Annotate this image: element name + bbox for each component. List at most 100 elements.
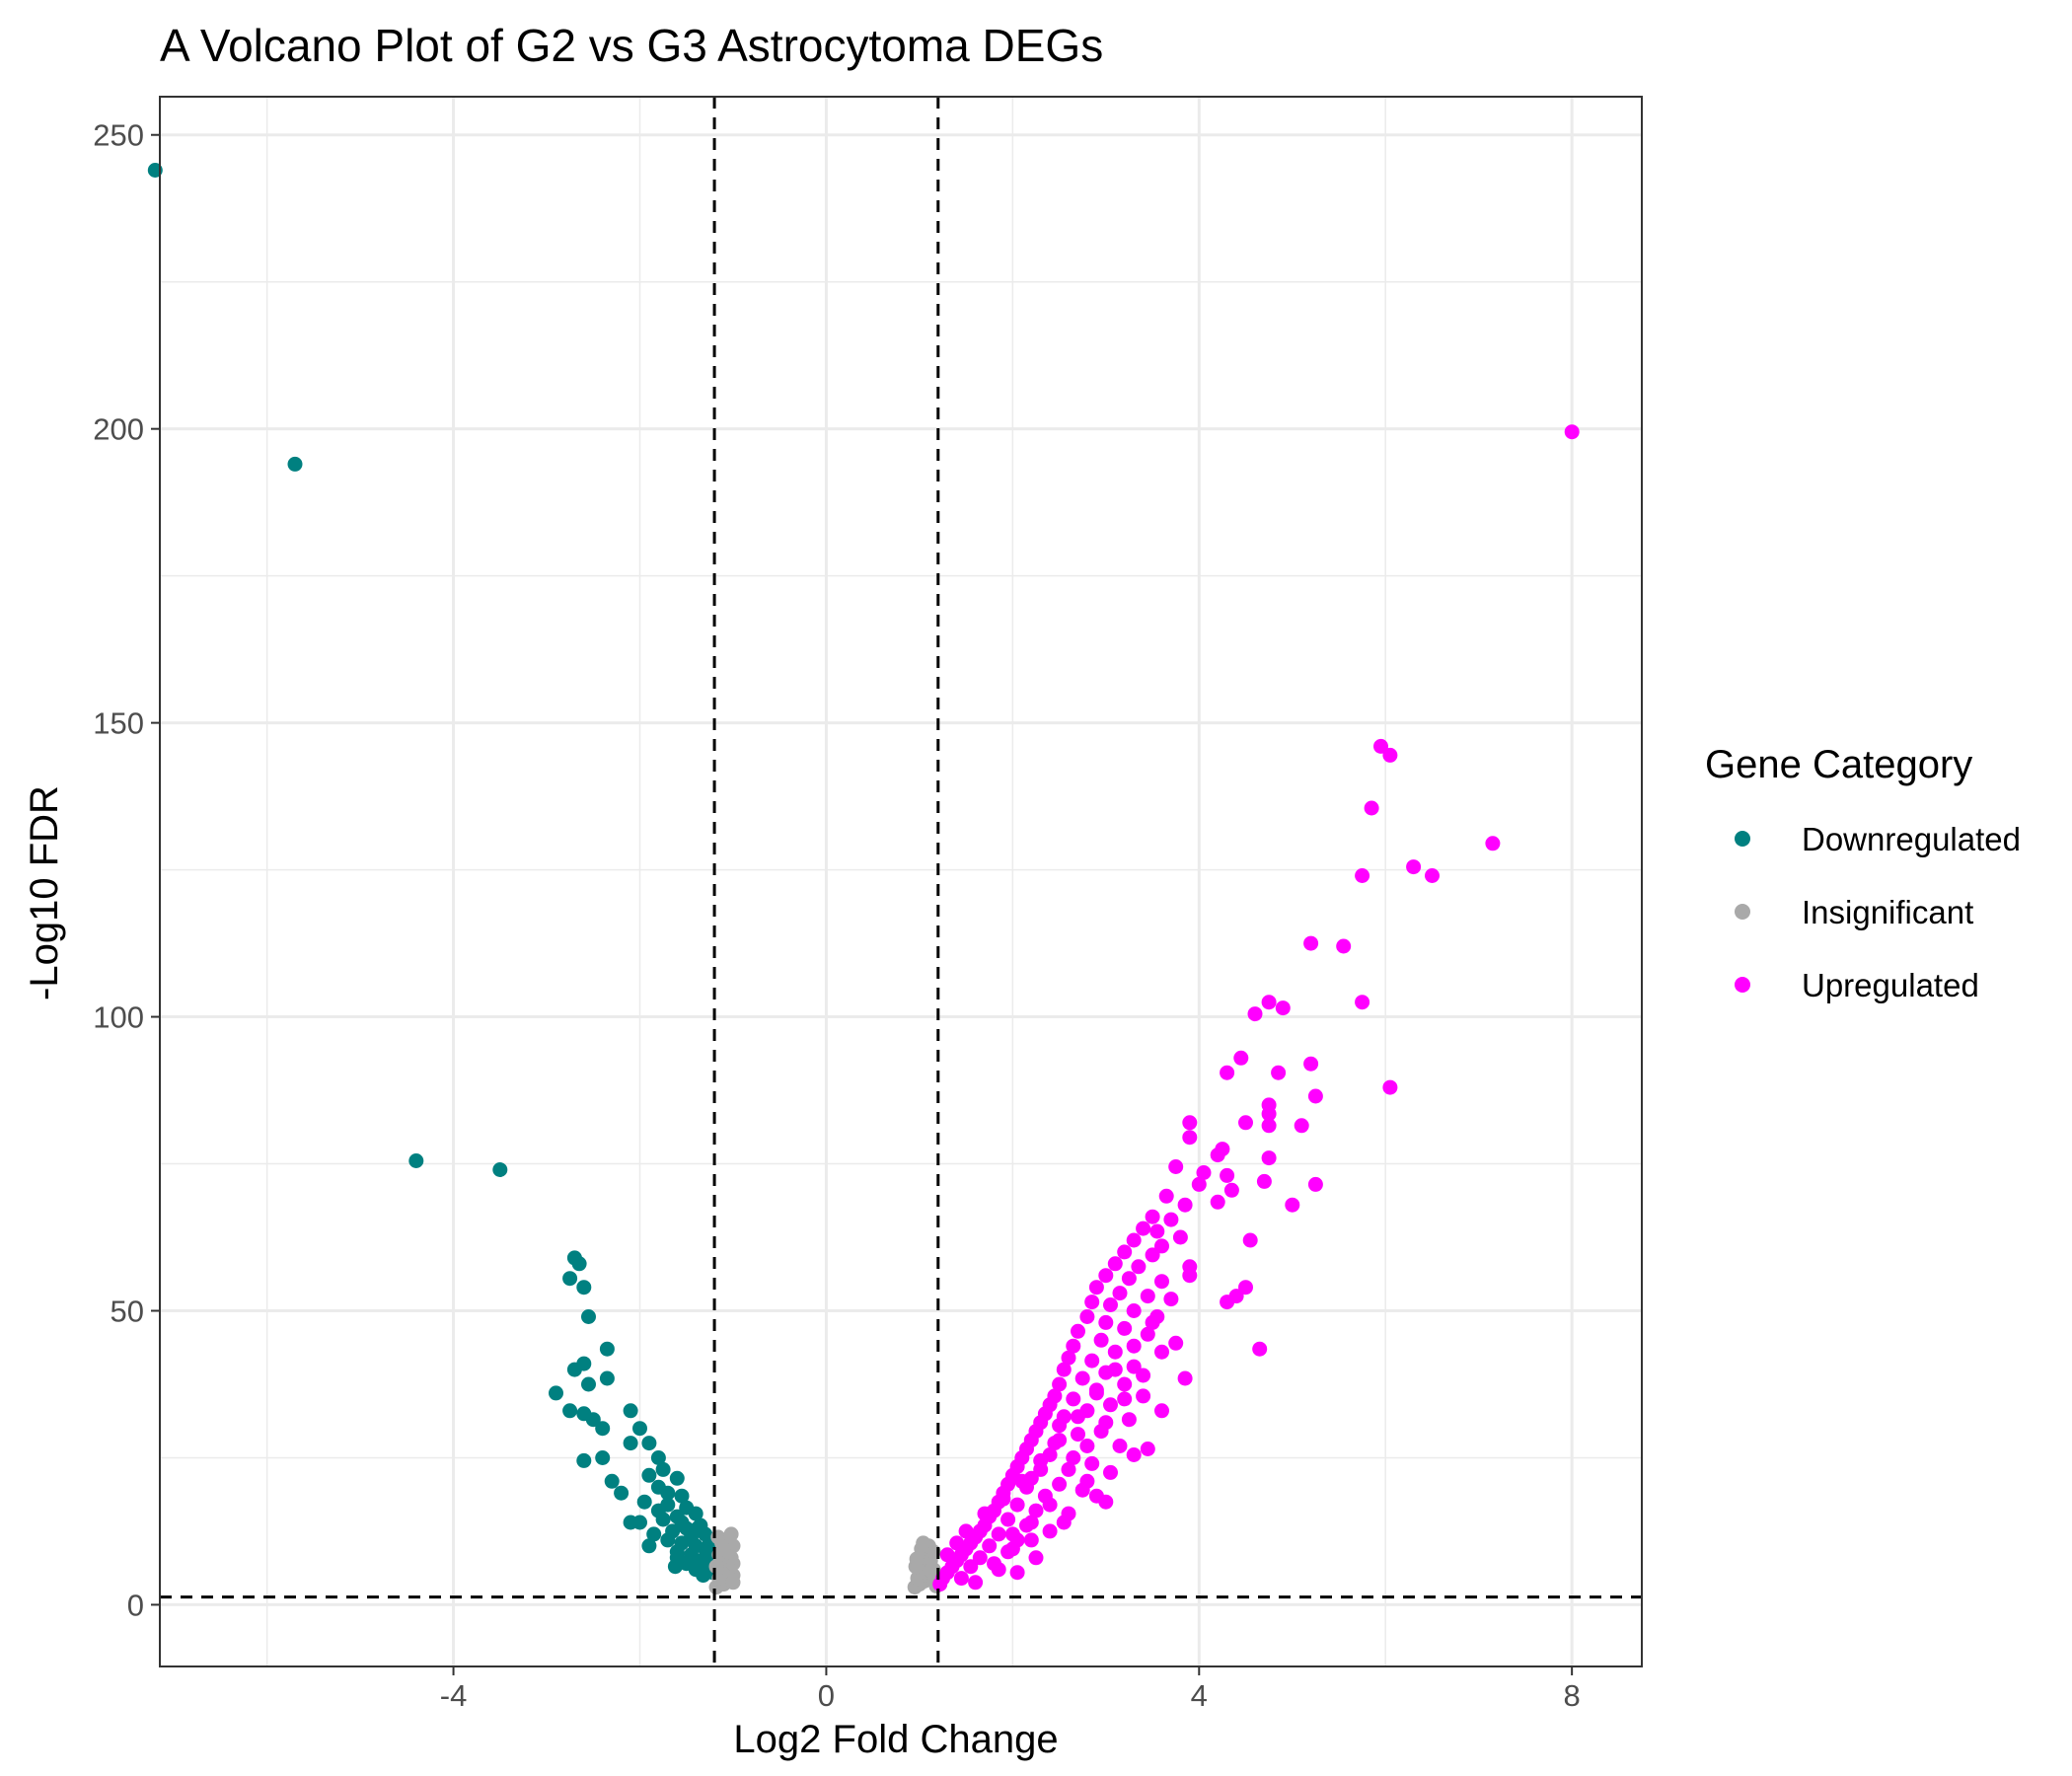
point-upregulated: [1052, 1376, 1068, 1392]
point-upregulated: [1168, 1335, 1184, 1351]
point-upregulated: [1126, 1303, 1142, 1318]
point-upregulated: [1028, 1503, 1044, 1518]
point-insignificant: [909, 1551, 925, 1567]
point-downregulated: [674, 1488, 690, 1504]
point-upregulated: [1177, 1370, 1193, 1386]
point-upregulated: [1088, 1385, 1104, 1401]
point-upregulated: [1084, 1295, 1100, 1310]
point-upregulated: [1182, 1130, 1198, 1146]
point-upregulated: [1168, 1159, 1184, 1174]
point-downregulated: [669, 1470, 685, 1486]
point-upregulated: [1382, 747, 1398, 763]
point-upregulated: [1112, 1286, 1128, 1301]
point-downregulated: [650, 1450, 666, 1465]
point-upregulated: [1172, 1229, 1188, 1245]
point-downregulated: [595, 1450, 611, 1465]
point-upregulated: [1145, 1209, 1160, 1224]
point-downregulated: [623, 1403, 638, 1419]
point-downregulated: [660, 1485, 676, 1501]
point-upregulated: [1182, 1268, 1198, 1284]
point-upregulated: [1071, 1323, 1085, 1339]
point-upregulated: [1000, 1512, 1016, 1527]
grid-major: [160, 97, 1642, 1666]
point-downregulated: [641, 1467, 657, 1483]
point-upregulated: [1145, 1247, 1160, 1263]
point-upregulated: [1121, 1412, 1137, 1428]
point-upregulated: [1336, 938, 1352, 954]
x-tick-label: 8: [1564, 1678, 1581, 1713]
point-upregulated: [1355, 995, 1370, 1010]
grid-minor: [160, 97, 1642, 1666]
point-upregulated: [1355, 868, 1370, 883]
point-insignificant: [708, 1559, 724, 1575]
point-upregulated: [1074, 1370, 1090, 1386]
point-upregulated: [1112, 1439, 1128, 1453]
point-upregulated: [1042, 1497, 1058, 1513]
legend-title: Gene Category: [1705, 743, 1972, 786]
point-upregulated: [1117, 1376, 1133, 1392]
point-upregulated: [1163, 1292, 1179, 1307]
point-upregulated: [1004, 1541, 1020, 1557]
point-downregulated: [576, 1280, 592, 1295]
point-upregulated: [1158, 1188, 1174, 1204]
point-upregulated: [1238, 1280, 1253, 1295]
point-upregulated: [1136, 1368, 1151, 1383]
y-tick-label: 100: [93, 1000, 144, 1035]
point-downregulated: [562, 1403, 578, 1419]
point-upregulated: [1261, 1118, 1277, 1134]
point-upregulated: [1126, 1232, 1142, 1248]
x-tick-label: 0: [818, 1678, 835, 1713]
point-upregulated: [1196, 1165, 1212, 1180]
point-upregulated: [1084, 1353, 1100, 1369]
legend-key-upregulated: [1735, 977, 1750, 993]
point-upregulated: [1406, 859, 1422, 875]
point-upregulated: [1303, 935, 1319, 951]
point-upregulated: [1145, 1314, 1160, 1330]
point-upregulated: [1061, 1461, 1076, 1477]
point-upregulated: [932, 1577, 948, 1592]
point-downregulated: [408, 1153, 424, 1168]
chart-title: A Volcano Plot of G2 vs G3 Astrocytoma D…: [160, 20, 1103, 71]
point-downregulated: [646, 1526, 662, 1542]
point-upregulated: [1084, 1455, 1100, 1471]
data-points: [147, 163, 1580, 1595]
point-upregulated: [949, 1535, 965, 1551]
point-upregulated: [1098, 1314, 1114, 1330]
point-upregulated: [1163, 1212, 1179, 1227]
point-upregulated: [1121, 1271, 1137, 1287]
point-downregulated: [688, 1506, 703, 1521]
point-upregulated: [963, 1559, 979, 1575]
legend-key-insignificant: [1735, 904, 1750, 920]
legend-item-downregulated: Downregulated: [1735, 821, 2021, 857]
point-downregulated: [549, 1385, 563, 1401]
point-upregulated: [1056, 1515, 1072, 1530]
point-downregulated: [641, 1436, 657, 1451]
point-upregulated: [1220, 1167, 1235, 1183]
point-upregulated: [1210, 1194, 1225, 1210]
point-upregulated: [958, 1523, 974, 1539]
point-upregulated: [1252, 1341, 1268, 1357]
point-downregulated: [667, 1559, 683, 1575]
point-upregulated: [1066, 1391, 1081, 1407]
point-downregulated: [581, 1376, 596, 1392]
x-tick-label: 4: [1191, 1678, 1208, 1713]
legend-item-insignificant: Insignificant: [1735, 894, 1973, 930]
point-upregulated: [1117, 1391, 1133, 1407]
point-upregulated: [1261, 995, 1277, 1010]
point-upregulated: [982, 1538, 998, 1554]
legend-label-insignificant: Insignificant: [1802, 894, 1973, 930]
point-downregulated: [576, 1452, 592, 1468]
point-upregulated: [1154, 1403, 1169, 1419]
point-downregulated: [655, 1512, 671, 1527]
point-downregulated: [562, 1271, 578, 1287]
point-upregulated: [1042, 1523, 1058, 1539]
point-upregulated: [1261, 1150, 1277, 1166]
point-upregulated: [1107, 1362, 1123, 1377]
legend-key-downregulated: [1735, 831, 1750, 847]
point-upregulated: [1107, 1344, 1123, 1360]
point-upregulated: [1220, 1295, 1235, 1310]
legend-label-upregulated: Upregulated: [1802, 967, 1979, 1003]
point-upregulated: [1093, 1332, 1109, 1348]
point-upregulated: [1285, 1197, 1300, 1213]
point-upregulated: [1014, 1473, 1030, 1489]
